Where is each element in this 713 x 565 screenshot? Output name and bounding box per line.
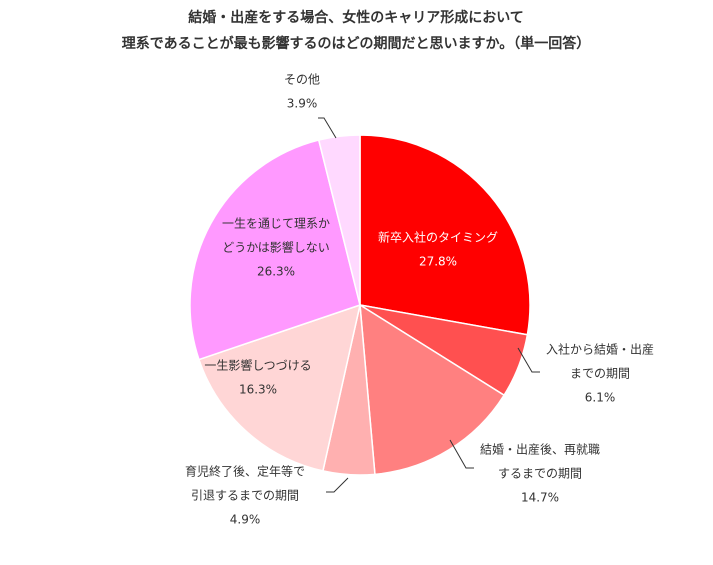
leader-line-3 bbox=[449, 439, 474, 469]
pie-slice-3 bbox=[359, 303, 506, 476]
slice-category-label-6: どうかは影響しない bbox=[222, 240, 330, 255]
chart-title-line-1: 結婚・出産をする場合、女性のキャリア形成において bbox=[188, 9, 524, 26]
slice-value-label-4: 4.9% bbox=[230, 513, 261, 527]
slice-category-label-4: 育児終了後、定年等で bbox=[185, 464, 305, 479]
pie-slice-7 bbox=[317, 134, 361, 306]
leader-lines bbox=[318, 117, 540, 493]
slice-value-label-1: 27.8% bbox=[419, 255, 457, 269]
slice-value-label-2: 6.1% bbox=[585, 391, 616, 405]
leader-line-2 bbox=[517, 347, 540, 373]
slice-category-label-7: その他 bbox=[284, 73, 320, 87]
slice-category-label-6: 一生を通じて理系か bbox=[222, 217, 330, 231]
pie-slice-1 bbox=[359, 134, 531, 336]
pie-slices bbox=[189, 134, 531, 476]
slice-category-label-3: 結婚・出産後、再就職 bbox=[480, 442, 600, 457]
slice-category-label-3: するまでの期間 bbox=[498, 467, 582, 481]
slice-category-label-2: までの期間 bbox=[570, 367, 630, 381]
slice-value-label-6: 26.3% bbox=[257, 265, 295, 279]
leader-line-7 bbox=[318, 117, 337, 139]
slice-category-label-5: 一生影響しつづける bbox=[204, 358, 311, 373]
slice-category-label-1: 新卒入社のタイミング bbox=[378, 230, 498, 245]
slice-value-label-3: 14.7% bbox=[521, 491, 559, 505]
leader-line-4 bbox=[326, 477, 349, 493]
pie-slice-6 bbox=[189, 139, 361, 361]
slice-category-label-4: 引退するまでの期間 bbox=[191, 489, 299, 503]
slice-category-label-2: 入社から結婚・出産 bbox=[546, 342, 654, 357]
slice-value-label-7: 3.9% bbox=[287, 97, 318, 111]
chart-title-line-2: 理系であることが最も影響するのはどの期間だと思いますか。（単一回答） bbox=[122, 35, 591, 52]
slice-value-label-5: 16.3% bbox=[239, 383, 277, 397]
